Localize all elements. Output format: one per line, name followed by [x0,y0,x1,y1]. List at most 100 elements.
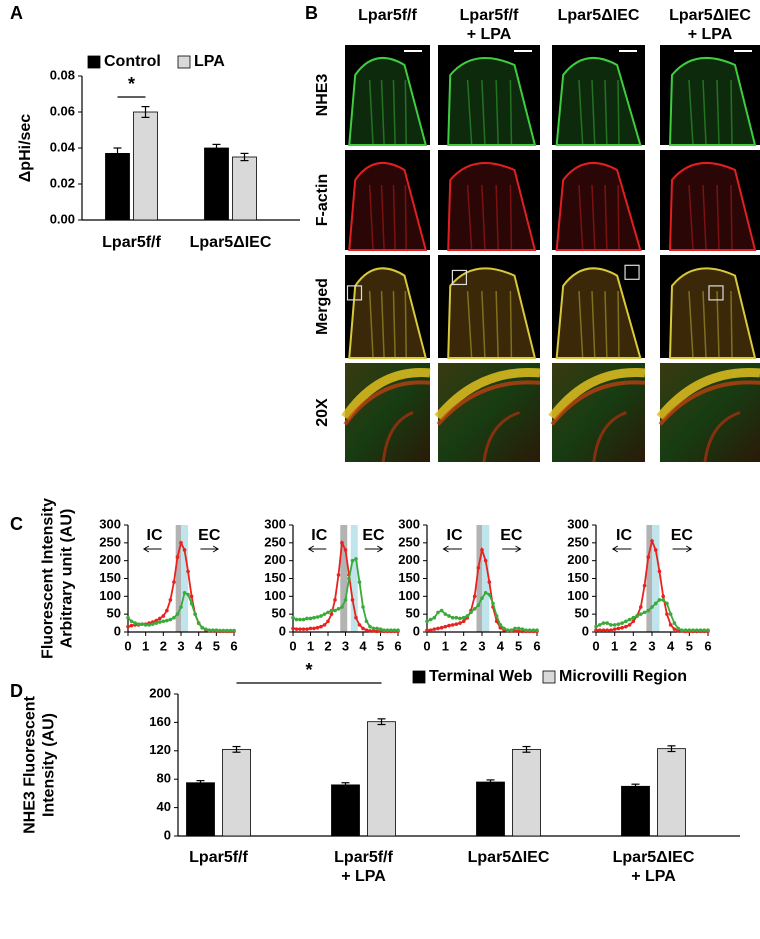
point [665,601,669,606]
point [520,627,525,631]
panel-label: C [10,514,23,534]
point [161,619,166,624]
point [461,615,466,620]
shaded-region [175,525,181,632]
y-tick-label: 200 [398,552,420,567]
point [702,628,707,633]
x-tick-label: 0 [124,638,131,653]
error-bar [141,105,150,119]
y-tick-label: 0.02 [50,175,75,190]
point [301,627,306,631]
point [513,629,517,633]
panel-label: D [10,681,23,701]
point [639,612,643,616]
villus-line [380,184,385,251]
point [218,628,222,633]
villus-line [688,184,694,251]
y-tick-label: 250 [398,534,420,549]
point [672,621,677,625]
y-tick-label: 250 [264,534,286,549]
point [616,622,621,626]
legend-label: Control [104,53,161,70]
y-tick-label: 100 [264,588,286,603]
point [432,627,437,631]
point [494,614,499,618]
y-tick-label: 300 [99,516,121,531]
point [305,616,309,621]
point [657,598,662,602]
x-tick-label: 6 [704,638,711,653]
x-tick-label: 0 [592,638,599,653]
point [653,548,658,552]
x-tick-label: 6 [533,638,540,653]
membrane [548,367,646,421]
villus-line [716,184,720,251]
tissue [348,161,428,251]
point [461,619,466,624]
point [487,580,492,584]
point [483,590,488,595]
bar [232,156,257,221]
point [193,612,197,616]
point [601,621,606,625]
y-tick-label: 120 [149,742,171,757]
annotation: EC [671,527,694,544]
point [469,610,473,615]
bar [186,782,215,837]
point [347,576,351,581]
y-tick-label: 0 [114,623,121,638]
column-header: Lpar5ΔIEC + LPA [669,7,751,43]
error-bar [486,779,495,785]
point [211,628,215,633]
point [601,628,606,633]
x-tick-label: 1 [142,638,149,653]
annotation: IC [311,527,327,544]
point [357,580,362,584]
point [454,615,459,620]
tissue [447,57,537,146]
annotation: IC [147,527,163,544]
villus-line [404,184,407,251]
point [389,628,393,633]
villus-line [604,291,608,359]
point [340,541,344,545]
villus-line [380,291,385,359]
error-bar [212,143,221,153]
point [305,627,309,631]
legend-swatch [87,55,101,69]
point [350,558,355,563]
point [650,539,654,543]
x-tick-label: 5 [686,638,693,653]
point [635,614,639,618]
roi-box [346,285,363,301]
point [165,618,169,623]
y-tick-label: 200 [264,552,286,567]
point [291,615,295,620]
villus-line [392,79,396,146]
membrane [343,380,431,426]
x-tick-label: 5 [515,638,522,653]
annotation: EC [198,527,221,544]
membrane [436,380,541,426]
villus-line [730,79,733,146]
point [168,617,173,622]
bar [204,147,229,221]
x-tick-label: 4 [195,638,203,653]
villus-line [392,184,396,251]
point [368,629,372,633]
point [382,628,386,633]
point [364,619,369,624]
point [385,628,390,633]
point [329,608,334,613]
row-label: Merged [314,278,331,335]
point [172,615,176,620]
point [315,615,320,619]
villus-line [481,291,486,359]
point [350,598,355,602]
error-bar [240,152,249,162]
x-tick-label: 2 [630,638,637,653]
point [631,615,636,620]
villus-line [617,79,620,146]
point [450,615,455,620]
